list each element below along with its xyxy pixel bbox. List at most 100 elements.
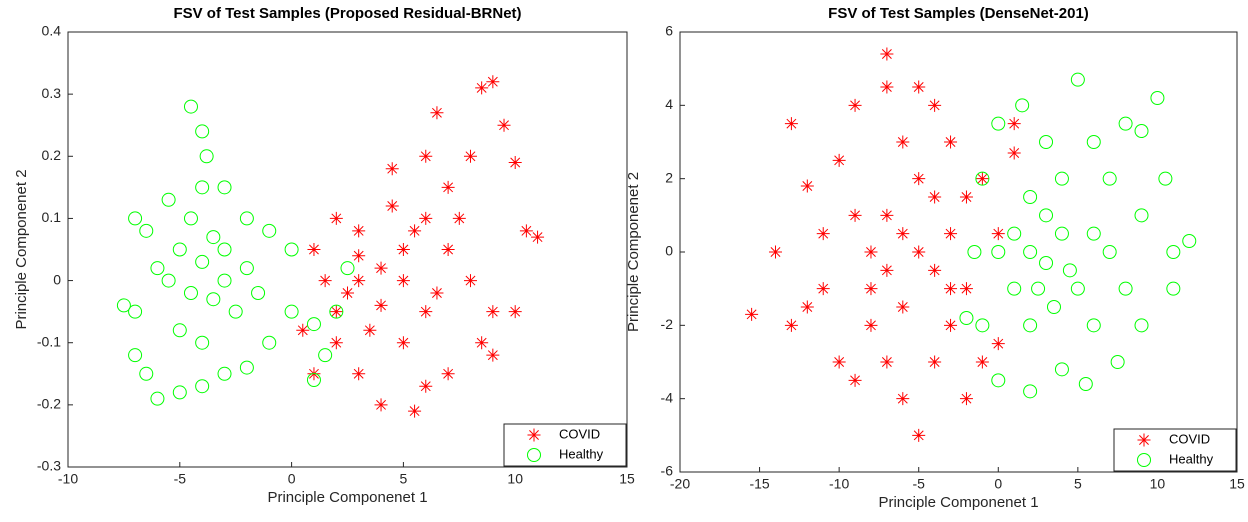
- point: [880, 80, 894, 94]
- point: [800, 179, 814, 193]
- x-axis-label: Principle Componenet 1: [878, 494, 1038, 511]
- point: [959, 190, 973, 204]
- point: [463, 149, 477, 163]
- point: [816, 282, 830, 296]
- point: [928, 98, 942, 112]
- point: [172, 323, 187, 338]
- point: [1046, 300, 1061, 314]
- legend-label: COVID: [559, 426, 600, 441]
- point: [991, 227, 1005, 241]
- legend-marker: [1137, 453, 1151, 467]
- point: [864, 282, 878, 296]
- point: [486, 305, 500, 319]
- point: [975, 172, 989, 186]
- point: [475, 336, 489, 350]
- point: [150, 261, 165, 276]
- point: [784, 318, 798, 332]
- x-tick-label: -10: [58, 471, 78, 487]
- point: [896, 300, 910, 314]
- point: [251, 286, 266, 300]
- point: [1166, 281, 1181, 296]
- point: [800, 300, 814, 314]
- point: [385, 162, 399, 176]
- point: [128, 304, 143, 319]
- x-tick-label: 10: [507, 471, 523, 487]
- point: [217, 180, 232, 195]
- point: [441, 180, 455, 194]
- point: [944, 135, 958, 149]
- point: [745, 307, 759, 321]
- point: [396, 243, 410, 256]
- point: [318, 274, 332, 288]
- point: [928, 190, 942, 204]
- y-tick-label: 0.3: [42, 85, 62, 101]
- point: [430, 286, 444, 300]
- point: [1102, 245, 1117, 259]
- point: [991, 116, 1006, 131]
- point: [944, 282, 958, 296]
- y-tick-label: -0.3: [37, 458, 61, 474]
- y-tick-label: 4: [665, 96, 673, 112]
- point: [486, 348, 500, 362]
- point: [1158, 171, 1173, 186]
- point: [206, 230, 221, 245]
- point: [784, 117, 798, 131]
- point: [1007, 117, 1021, 131]
- point: [1102, 171, 1117, 186]
- point: [975, 355, 989, 369]
- point: [195, 379, 210, 394]
- point: [239, 360, 254, 375]
- point: [912, 428, 926, 442]
- point: [195, 180, 210, 195]
- legend-box: [1113, 428, 1237, 472]
- point: [139, 366, 154, 381]
- legend-label: COVID: [1169, 431, 1210, 446]
- y-tick-label: 0.4: [42, 23, 62, 39]
- point: [172, 385, 187, 400]
- points: [116, 75, 545, 418]
- point: [975, 318, 990, 333]
- point: [1039, 256, 1054, 270]
- point: [352, 274, 366, 288]
- point: [1054, 362, 1069, 377]
- point: [262, 223, 277, 238]
- point: [217, 366, 232, 381]
- point: [352, 367, 366, 381]
- point: [150, 391, 165, 406]
- point: [419, 149, 433, 163]
- point: [340, 261, 355, 276]
- x-tick-label: 15: [1229, 476, 1245, 492]
- legend-label: Healthy: [1169, 451, 1214, 466]
- point: [1118, 281, 1133, 296]
- point: [475, 81, 489, 95]
- point: [374, 261, 388, 275]
- point: [880, 47, 894, 61]
- point: [139, 223, 154, 238]
- point: [531, 230, 545, 244]
- point: [195, 254, 210, 269]
- point: [419, 379, 433, 393]
- point: [912, 245, 926, 259]
- x-tick-label: 5: [400, 471, 408, 487]
- x-tick-label: 10: [1150, 476, 1166, 492]
- point: [463, 274, 477, 288]
- point: [959, 311, 974, 325]
- point: [183, 286, 198, 300]
- point: [1062, 263, 1077, 278]
- point: [217, 242, 232, 257]
- point: [318, 348, 333, 363]
- point: [848, 373, 862, 387]
- point: [161, 192, 176, 207]
- legend-marker: [527, 428, 541, 442]
- point: [1015, 98, 1030, 113]
- point: [1110, 355, 1125, 369]
- point: [944, 227, 958, 241]
- point: [1150, 91, 1165, 105]
- point: [864, 318, 878, 332]
- point: [944, 318, 958, 332]
- point: [1078, 377, 1093, 391]
- point: [408, 224, 422, 238]
- point: [206, 292, 221, 307]
- point: [329, 304, 344, 319]
- point: [284, 242, 299, 257]
